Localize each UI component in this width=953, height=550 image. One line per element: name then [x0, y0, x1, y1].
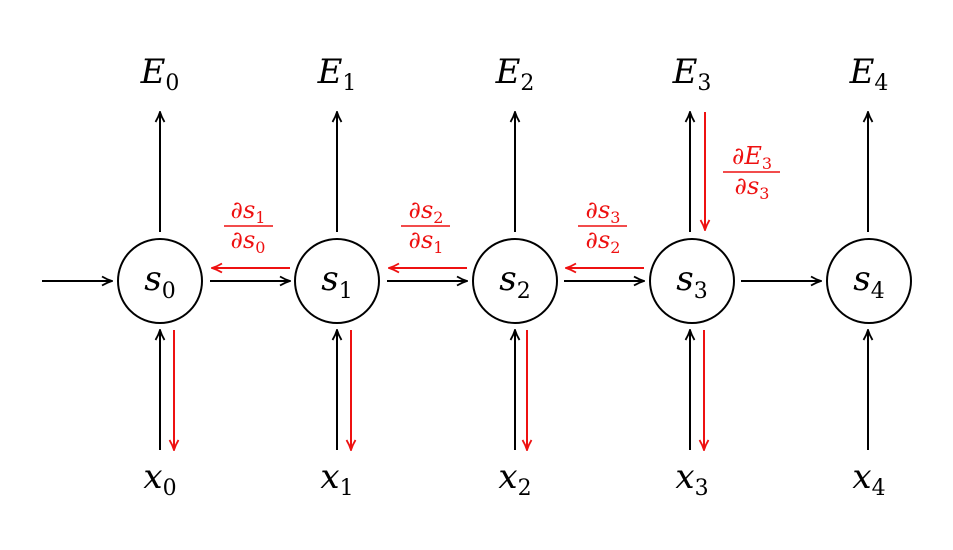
gradient-label-ds3-ds2: ∂s3 ∂s2	[578, 196, 627, 257]
svg-text:∂s2: ∂s2	[586, 226, 621, 257]
gradient-label-de3-ds3: ∂E3 ∂s3	[723, 142, 780, 203]
output-label-e2: E2	[495, 52, 535, 96]
gradient-label-ds2-ds1: ∂s2 ∂s1	[401, 196, 450, 257]
output-label-e3: E3	[672, 52, 712, 96]
output-label-e1: E1	[317, 52, 357, 96]
svg-text:s4: s4	[853, 259, 884, 304]
svg-text:∂s3: ∂s3	[586, 196, 621, 227]
input-label-x3: x3	[675, 457, 708, 501]
state-node-s3: s3	[649, 238, 735, 324]
input-label-x2: x2	[498, 457, 531, 501]
svg-text:∂s3: ∂s3	[735, 172, 770, 203]
svg-text:s2: s2	[499, 259, 530, 304]
input-label-x4: x4	[852, 457, 885, 501]
svg-text:∂s1: ∂s1	[409, 226, 444, 257]
state-node-s4: s4	[826, 238, 912, 324]
svg-text:s1: s1	[321, 259, 352, 304]
svg-text:∂E3: ∂E3	[732, 142, 772, 173]
input-label-x1: x1	[320, 457, 353, 501]
input-label-x0: x0	[143, 457, 176, 501]
svg-text:∂s0: ∂s0	[231, 226, 266, 257]
svg-text:∂s1: ∂s1	[231, 196, 266, 227]
svg-text:s3: s3	[676, 259, 707, 304]
output-label-e4: E4	[849, 52, 889, 96]
svg-text:s0: s0	[144, 259, 175, 304]
gradient-label-ds1-ds0: ∂s1 ∂s0	[224, 196, 273, 257]
output-label-e0: E0	[140, 52, 180, 96]
state-node-s1: s1	[294, 238, 380, 324]
state-node-s0: s0	[117, 238, 203, 324]
state-node-s2: s2	[472, 238, 558, 324]
svg-text:∂s2: ∂s2	[409, 196, 444, 227]
